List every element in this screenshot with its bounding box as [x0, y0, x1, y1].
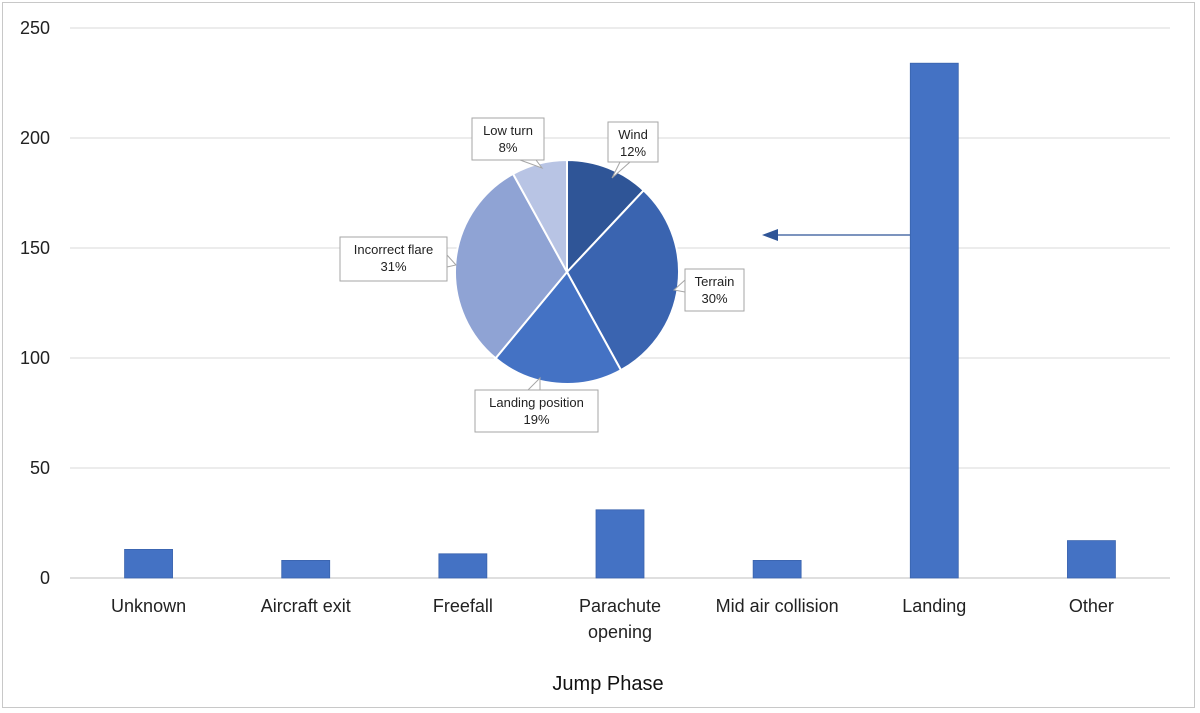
bar-unknown — [124, 549, 173, 579]
callout-box-landing-position — [474, 389, 599, 433]
pie-slice-landing-position — [494, 270, 623, 385]
x-tick-label: Landing — [902, 596, 966, 616]
callout-box-wind — [607, 121, 659, 163]
pie-chart: Wind 12% Terrain 30% Landing position 19% Inco… — [339, 117, 745, 433]
arrow-head-icon — [762, 229, 778, 241]
y-tick-label: 50 — [30, 458, 50, 478]
pie-pct-low-turn: 8% — [499, 140, 518, 155]
x-tick-label: opening — [588, 622, 652, 642]
bar-landing — [909, 62, 959, 579]
callout-box-terrain — [684, 268, 745, 312]
y-tick-label: 250 — [20, 18, 50, 38]
y-tick-label: 200 — [20, 128, 50, 148]
bar-parachute-opening — [595, 509, 645, 579]
pie-slice-wind — [566, 158, 646, 275]
callout-box-low-turn — [471, 117, 545, 161]
y-axis-ticks: 0 50 100 150 200 250 — [20, 18, 50, 588]
x-axis-categories: Unknown Aircraft exit Freefall Parachute ope… — [111, 596, 1114, 642]
pie-pct-terrain: 30% — [701, 291, 727, 306]
pie-pct-incorrect-flare: 31% — [380, 259, 406, 274]
callout-box-incorrect-flare — [339, 236, 448, 282]
x-tick-label: Other — [1069, 596, 1114, 616]
bar-freefall — [438, 553, 488, 579]
pie-label-wind: Wind — [618, 127, 648, 142]
pie-label-terrain: Terrain — [695, 274, 735, 289]
pie-pct-landing-position: 19% — [523, 412, 549, 427]
x-tick-label: Unknown — [111, 596, 186, 616]
bar-aircraft-exit — [281, 560, 331, 579]
pie-slice-incorrect-flare — [454, 172, 569, 360]
x-tick-label: Freefall — [433, 596, 493, 616]
pie-label-incorrect-flare: Incorrect flare — [354, 242, 433, 257]
y-tick-label: 150 — [20, 238, 50, 258]
x-tick-label: Parachute — [579, 596, 661, 616]
x-tick-label: Mid air collision — [716, 596, 839, 616]
pie-label-landing-position: Landing position — [489, 395, 584, 410]
y-tick-label: 100 — [20, 348, 50, 368]
y-tick-label: 0 — [40, 568, 50, 588]
x-tick-label: Aircraft exit — [261, 596, 351, 616]
gridlines — [70, 27, 1170, 579]
pie-pct-wind: 12% — [620, 144, 646, 159]
bar-series — [124, 62, 1116, 579]
bar-mid-air-collision — [752, 560, 802, 579]
bar-other — [1067, 540, 1116, 579]
detail-arrow — [762, 229, 910, 241]
pie-label-low-turn: Low turn — [483, 123, 533, 138]
x-axis-title: Jump Phase — [552, 673, 663, 695]
